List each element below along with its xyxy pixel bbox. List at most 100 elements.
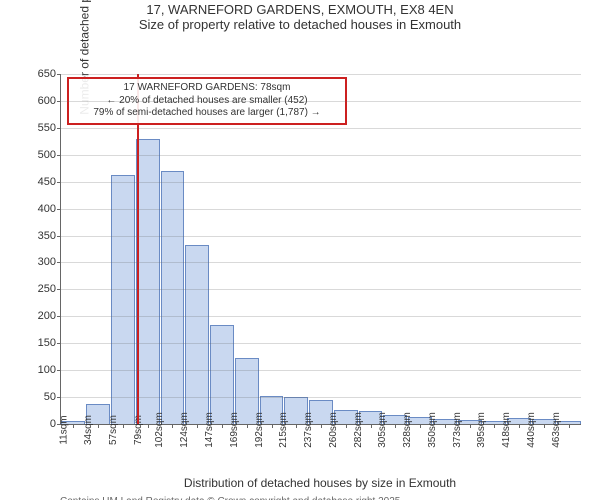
grid-line — [61, 397, 581, 398]
grid-line — [61, 209, 581, 210]
bar-slot: 147sqm — [210, 74, 235, 424]
y-tick-label: 400 — [38, 203, 56, 215]
x-tick-mark — [445, 424, 446, 428]
x-tick-mark — [321, 424, 322, 428]
bar-slot: 11sqm — [61, 74, 86, 424]
y-tick-mark — [57, 182, 61, 183]
bar-slot: 215sqm — [284, 74, 309, 424]
x-tick-label: 373sqm — [452, 412, 463, 448]
x-tick-label: 260sqm — [328, 412, 339, 448]
x-tick-label: 34sqm — [83, 415, 94, 445]
bar-slot: 418sqm — [507, 74, 532, 424]
bar-slot: 237sqm — [309, 74, 334, 424]
x-tick-mark — [519, 424, 520, 428]
footer-line-1: Contains HM Land Registry data © Crown c… — [60, 496, 442, 500]
x-tick-label: 305sqm — [378, 412, 389, 448]
bar-slot: 102sqm — [160, 74, 185, 424]
x-tick-label: 463sqm — [551, 412, 562, 448]
x-tick-label: 192sqm — [254, 412, 265, 448]
x-tick-mark — [569, 424, 570, 428]
x-tick-mark — [296, 424, 297, 428]
grid-line — [61, 128, 581, 129]
bar-slot: 34sqm — [86, 74, 111, 424]
x-tick-label: 328sqm — [402, 412, 413, 448]
x-tick-mark — [73, 424, 74, 428]
bar-slot: 192sqm — [259, 74, 284, 424]
x-tick-mark — [172, 424, 173, 428]
bar-slot: 169sqm — [234, 74, 259, 424]
grid-line — [61, 155, 581, 156]
bar-slot: 305sqm — [383, 74, 408, 424]
y-tick-label: 150 — [38, 337, 56, 349]
y-tick-label: 200 — [38, 310, 56, 322]
bar-slot: 282sqm — [358, 74, 383, 424]
x-tick-mark — [272, 424, 273, 428]
x-tick-mark — [420, 424, 421, 428]
x-tick-label: 237sqm — [303, 412, 314, 448]
bar-slot: 260sqm — [333, 74, 358, 424]
x-tick-mark — [222, 424, 223, 428]
y-tick-label: 100 — [38, 364, 56, 376]
grid-line — [61, 289, 581, 290]
bar-slot: 124sqm — [185, 74, 210, 424]
x-tick-mark — [197, 424, 198, 428]
attribution-footer: Contains HM Land Registry data © Crown c… — [60, 496, 442, 500]
y-tick-mark — [57, 424, 61, 425]
bar-slot: 350sqm — [432, 74, 457, 424]
bar-slot: 328sqm — [408, 74, 433, 424]
y-tick-mark — [57, 289, 61, 290]
y-tick-mark — [57, 128, 61, 129]
grid-line — [61, 343, 581, 344]
x-tick-mark — [123, 424, 124, 428]
x-tick-label: 11sqm — [59, 415, 70, 444]
bar-slot: 440sqm — [532, 74, 557, 424]
x-tick-label: 418sqm — [501, 412, 512, 448]
y-tick-mark — [57, 262, 61, 263]
callout-line-1: 17 WARNEFORD GARDENS: 78sqm — [75, 82, 339, 95]
y-tick-mark — [57, 74, 61, 75]
x-tick-mark — [346, 424, 347, 428]
x-tick-label: 395sqm — [477, 412, 488, 448]
y-tick-label: 300 — [38, 256, 56, 268]
x-tick-mark — [470, 424, 471, 428]
x-tick-mark — [494, 424, 495, 428]
y-tick-mark — [57, 316, 61, 317]
y-tick-label: 600 — [38, 95, 56, 107]
x-tick-mark — [148, 424, 149, 428]
y-tick-mark — [57, 155, 61, 156]
x-axis-label: Distribution of detached houses by size … — [60, 476, 580, 490]
bar-slot: 57sqm — [111, 74, 136, 424]
grid-line — [61, 262, 581, 263]
y-tick-mark — [57, 209, 61, 210]
y-tick-label: 50 — [44, 391, 56, 403]
x-tick-label: 57sqm — [108, 415, 119, 445]
x-tick-label: 350sqm — [427, 412, 438, 448]
bar-slot: 79sqm — [135, 74, 160, 424]
y-tick-mark — [57, 236, 61, 237]
y-tick-label: 500 — [38, 149, 56, 161]
y-tick-label: 550 — [38, 122, 56, 134]
x-tick-mark — [98, 424, 99, 428]
bar-slot: 373sqm — [457, 74, 482, 424]
bars-container: 11sqm34sqm57sqm79sqm102sqm124sqm147sqm16… — [61, 74, 581, 424]
grid-line — [61, 182, 581, 183]
x-tick-label: 282sqm — [353, 412, 364, 448]
y-tick-mark — [57, 343, 61, 344]
x-tick-mark — [395, 424, 396, 428]
callout-line-3: 79% of semi-detached houses are larger (… — [75, 107, 339, 120]
histogram-bar — [111, 175, 135, 424]
y-tick-label: 450 — [38, 176, 56, 188]
x-tick-label: 169sqm — [229, 412, 240, 448]
grid-line — [61, 236, 581, 237]
y-tick-label: 650 — [38, 68, 56, 80]
grid-line — [61, 370, 581, 371]
y-tick-mark — [57, 370, 61, 371]
bar-slot: 395sqm — [482, 74, 507, 424]
grid-line — [61, 316, 581, 317]
y-tick-mark — [57, 397, 61, 398]
bar-slot: 463sqm — [556, 74, 581, 424]
x-tick-mark — [371, 424, 372, 428]
grid-line — [61, 74, 581, 75]
x-tick-mark — [247, 424, 248, 428]
histogram-bar — [210, 325, 234, 424]
